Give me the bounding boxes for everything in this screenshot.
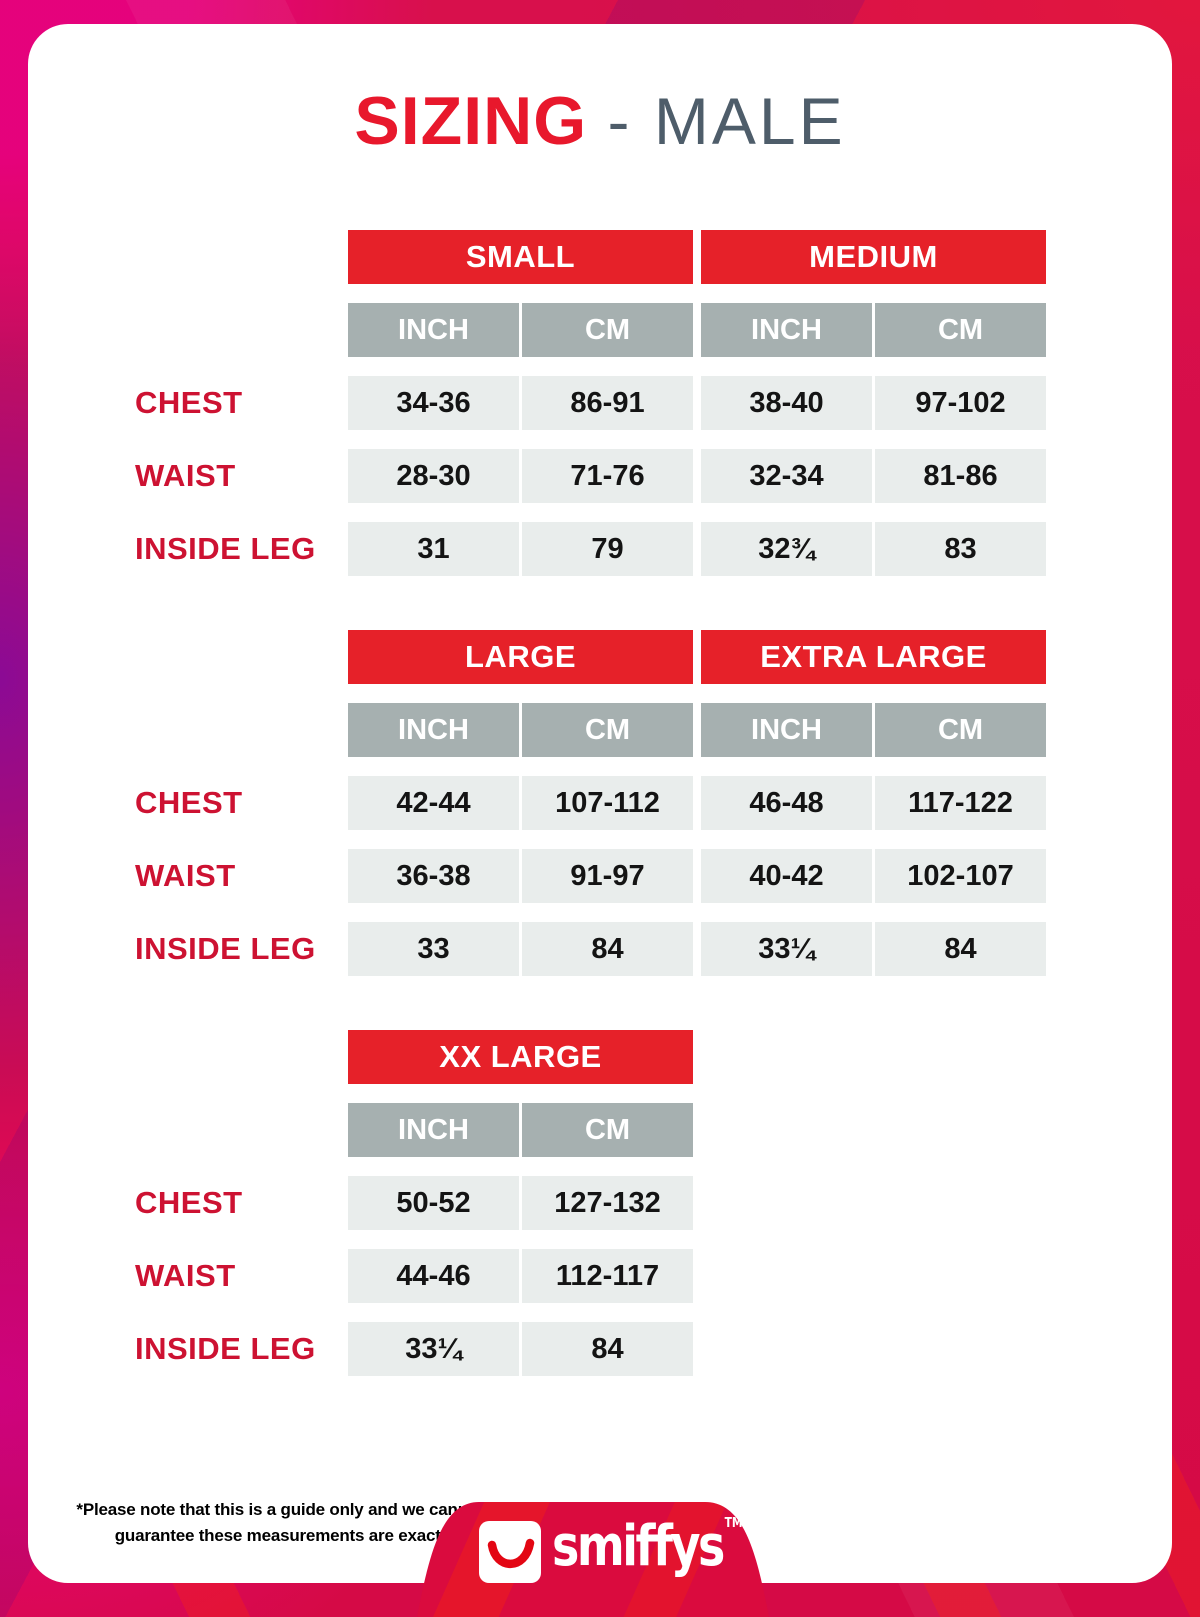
size-table-group-large-xlarge: LARGE EXTRA LARGE INCH CM INCH CM CHEST … [135, 630, 1046, 976]
size-value: 84 [522, 922, 693, 976]
size-value: 97-102 [875, 376, 1046, 430]
page-title-primary: SIZING [354, 83, 588, 159]
row-label: INSIDE LEG [135, 531, 316, 566]
size-value: 33¼ [348, 1322, 519, 1376]
page-title-secondary: - MALE [607, 84, 846, 158]
size-value: 86-91 [522, 376, 693, 430]
unit-header: INCH [701, 703, 872, 757]
size-table-group-small-medium: SMALL MEDIUM INCH CM INCH CM CHEST 34-36… [135, 230, 1046, 576]
row-label: WAIST [135, 1258, 236, 1293]
unit-header: CM [522, 1103, 693, 1157]
unit-header: INCH [348, 1103, 519, 1157]
size-value: 50-52 [348, 1176, 519, 1230]
size-value: 32¾ [701, 522, 872, 576]
size-header: MEDIUM [701, 230, 1046, 284]
size-value: 38-40 [701, 376, 872, 430]
size-table-group-xxlarge: XX LARGE INCH CM CHEST 50-52 127-132 WAI… [135, 1030, 1046, 1376]
size-header: EXTRA LARGE [701, 630, 1046, 684]
size-value: 31 [348, 522, 519, 576]
footnote-line-1: *Please note that this is a guide only a… [76, 1500, 484, 1519]
size-header: XX LARGE [348, 1030, 693, 1084]
size-value: 44-46 [348, 1249, 519, 1303]
row-label: CHEST [135, 1185, 243, 1220]
row-label: INSIDE LEG [135, 931, 316, 966]
footnote-line-2: guarantee these measurements are exact. [114, 1525, 446, 1545]
unit-header: INCH [348, 303, 519, 357]
brand-name: smiffys TM [552, 1514, 743, 1579]
footnote: *Please note that this is a guide only a… [64, 1497, 496, 1548]
unit-header: INCH [348, 703, 519, 757]
row-label: CHEST [135, 385, 243, 420]
trademark-symbol: TM [724, 1516, 743, 1531]
size-value: 84 [875, 922, 1046, 976]
size-header: SMALL [348, 230, 693, 284]
size-value: 71-76 [522, 449, 693, 503]
unit-header: CM [875, 703, 1046, 757]
row-label: CHEST [135, 785, 243, 820]
size-value: 83 [875, 522, 1046, 576]
row-label: WAIST [135, 858, 236, 893]
unit-header: CM [522, 303, 693, 357]
size-header: LARGE [348, 630, 693, 684]
size-value: 42-44 [348, 776, 519, 830]
size-value: 81-86 [875, 449, 1046, 503]
row-label: WAIST [135, 458, 236, 493]
smile-icon [479, 1521, 541, 1583]
size-value: 36-38 [348, 849, 519, 903]
size-value: 84 [522, 1322, 693, 1376]
size-value: 33 [348, 922, 519, 976]
size-value: 32-34 [701, 449, 872, 503]
content-panel: SIZING - MALE SMALL MEDIUM INCH CM INCH … [28, 24, 1172, 1583]
unit-header: CM [522, 703, 693, 757]
row-label: INSIDE LEG [135, 1331, 316, 1366]
size-value: 40-42 [701, 849, 872, 903]
size-value: 33¼ [701, 922, 872, 976]
size-value: 91-97 [522, 849, 693, 903]
size-value: 79 [522, 522, 693, 576]
unit-header: CM [875, 303, 1046, 357]
size-value: 46-48 [701, 776, 872, 830]
size-value: 28-30 [348, 449, 519, 503]
size-value: 34-36 [348, 376, 519, 430]
page-title: SIZING - MALE [28, 82, 1172, 160]
size-value: 107-112 [522, 776, 693, 830]
size-value: 112-117 [522, 1249, 693, 1303]
size-value: 117-122 [875, 776, 1046, 830]
size-value: 127-132 [522, 1176, 693, 1230]
size-value: 102-107 [875, 849, 1046, 903]
unit-header: INCH [701, 303, 872, 357]
